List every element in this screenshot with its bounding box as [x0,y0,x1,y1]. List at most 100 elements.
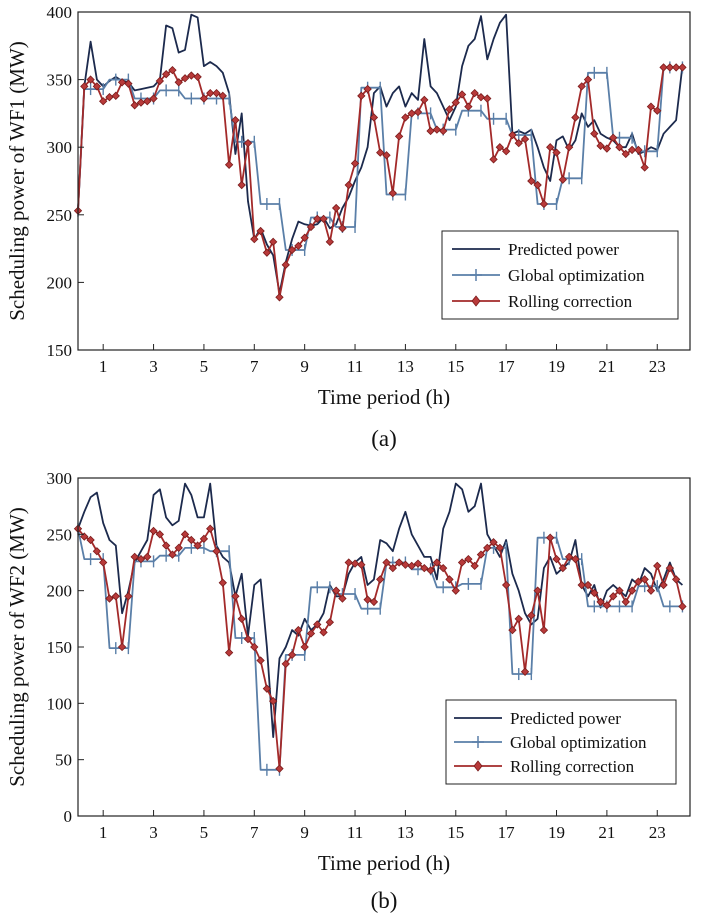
point-rolling-wf1-9 [130,101,139,110]
point-rolling-wf2-37 [306,629,316,638]
point-rolling-wf2-40 [325,618,335,627]
x-tick-label-wf1-7: 7 [250,357,259,376]
point-rolling-wf2-86 [615,586,624,595]
point-rolling-wf2-80 [577,580,586,590]
point-rolling-wf2-56 [426,566,435,575]
point-rolling-wf2-51 [394,558,404,567]
point-rolling-wf1-65 [483,94,492,103]
legend-marker-rolling-wf2 [473,760,483,772]
point-rolling-wf2-17 [180,530,190,539]
point-rolling-wf2-63 [470,561,479,571]
x-tick-label-wf2-1: 1 [99,823,108,842]
point-rolling-wf1-64 [476,93,486,102]
point-rolling-wf1-40 [325,237,335,247]
point-rolling-wf1-83 [596,141,605,151]
point-rolling-wf2-77 [558,563,567,573]
point-rolling-wf2-74 [539,625,549,635]
point-rolling-wf1-47 [369,113,379,122]
legend-label-rolling-wf1: Rolling correction [508,292,633,311]
point-rolling-wf1-22 [212,88,221,98]
point-rolling-wf2-31 [269,696,278,706]
point-rolling-wf1-49 [382,151,391,160]
point-rolling-wf1-4 [99,97,108,106]
point-rolling-wf1-45 [357,91,366,100]
point-rolling-wf2-79 [571,554,580,564]
point-rolling-wf1-60 [451,98,460,107]
series-line-global-wf1 [77,66,683,251]
point-rolling-wf1-33 [281,260,290,269]
point-rolling-wf2-68 [501,580,511,590]
point-rolling-wf2-49 [382,558,391,567]
x-tick-label-wf1-23: 23 [649,357,666,376]
point-rolling-wf1-93 [659,63,668,72]
y-tick-label-wf2-150: 150 [47,638,73,657]
point-rolling-wf2-28 [250,642,259,652]
plot-area-wf1 [73,13,687,302]
point-rolling-wf1-28 [250,234,259,244]
point-rolling-wf2-53 [407,561,416,571]
x-tick-label-wf2-21: 21 [598,823,615,842]
point-rolling-wf1-86 [615,143,624,152]
x-tick-label-wf2-11: 11 [347,823,363,842]
point-rolling-wf1-79 [571,113,580,122]
point-rolling-wf2-46 [363,595,372,604]
point-rolling-wf2-92 [653,561,662,571]
legend-marker-global-wf1 [470,269,482,281]
point-rolling-wf1-23 [218,91,227,100]
point-rolling-wf1-8 [124,79,133,88]
point-rolling-wf2-52 [401,560,410,569]
point-rolling-wf1-80 [577,82,586,91]
point-rolling-wf2-48 [376,575,385,584]
point-rolling-wf2-93 [659,580,668,590]
point-rolling-wf2-85 [609,592,618,601]
point-rolling-wf1-56 [426,126,435,136]
point-rolling-wf1-51 [394,132,404,141]
x-tick-label-wf2-19: 19 [548,823,565,842]
point-rolling-wf1-11 [143,97,152,106]
x-axis-title-wf1: Time period (h) [318,385,450,409]
point-rolling-wf2-32 [275,764,284,773]
point-rolling-wf2-50 [388,563,397,573]
point-rolling-wf1-31 [269,237,278,247]
point-rolling-wf2-10 [136,554,146,564]
point-rolling-wf1-69 [508,130,517,140]
point-rolling-wf2-64 [476,550,486,559]
x-tick-label-wf2-17: 17 [498,823,516,842]
point-rolling-wf1-71 [520,134,530,144]
point-rolling-wf1-89 [634,145,643,155]
point-rolling-wf1-35 [294,241,303,251]
point-rolling-wf1-62 [464,102,473,111]
point-rolling-wf1-72 [527,176,536,186]
y-tick-label-wf2-100: 100 [47,694,73,713]
point-rolling-wf1-50 [388,189,397,198]
point-rolling-wf2-19 [193,541,202,550]
point-rolling-wf2-5 [105,594,114,603]
legend-wf2: Predicted power Global optimization Roll… [445,699,677,785]
point-rolling-wf1-96 [678,63,687,72]
point-rolling-wf1-54 [413,107,423,117]
point-rolling-wf1-12 [149,94,158,103]
point-rolling-wf1-27 [243,138,253,148]
point-rolling-wf2-23 [218,578,227,587]
point-rolling-wf2-6 [111,592,120,601]
y-tick-label-wf2-0: 0 [64,807,73,826]
x-tick-label-wf2-15: 15 [447,823,464,842]
point-rolling-wf1-15 [168,65,177,75]
point-rolling-wf1-19 [193,72,202,82]
legend-label-predicted-wf2: Predicted power [510,709,621,728]
point-rolling-wf1-66 [489,155,498,164]
point-rolling-wf2-58 [439,563,448,573]
point-rolling-wf2-36 [300,642,309,652]
point-rolling-wf2-84 [602,601,612,610]
point-rolling-wf1-63 [470,88,479,98]
point-rolling-wf2-43 [344,558,353,567]
point-rolling-wf2-66 [489,538,498,547]
point-rolling-wf2-78 [564,552,574,562]
point-rolling-wf2-55 [420,563,429,573]
point-rolling-wf2-20 [199,534,209,544]
point-rolling-wf2-73 [533,586,542,595]
legend-label-predicted-wf1: Predicted power [508,240,619,259]
